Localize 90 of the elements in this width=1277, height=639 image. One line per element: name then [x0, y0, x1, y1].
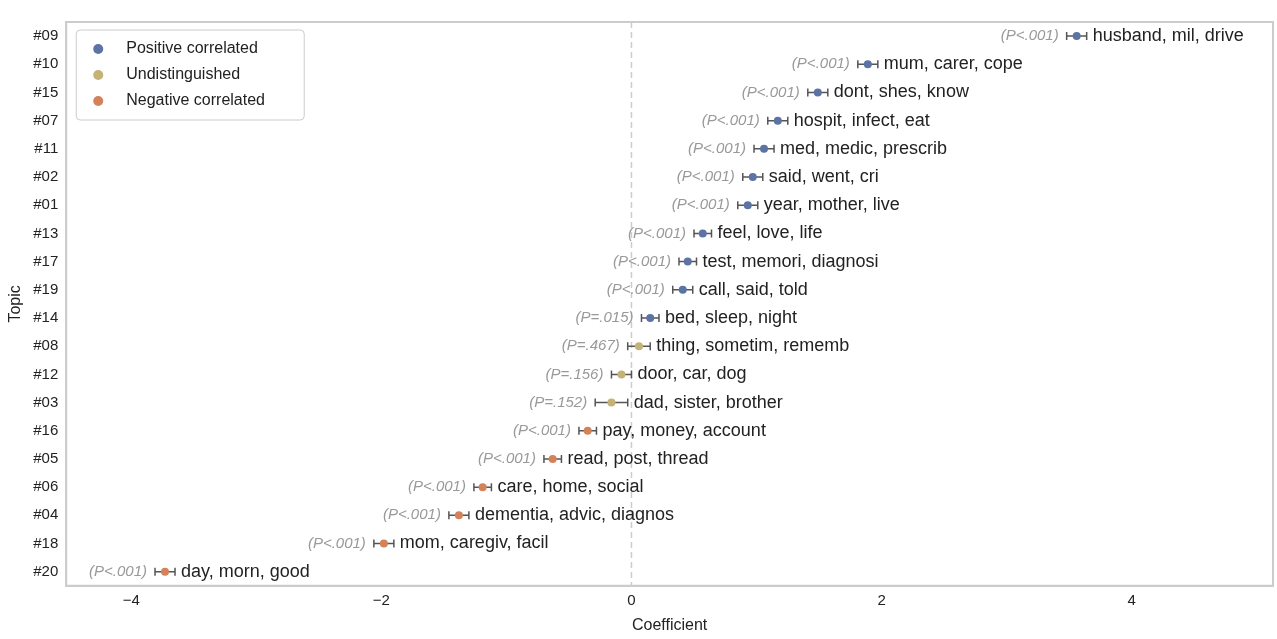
annotation: (P<.001) — [382, 505, 441, 523]
legend-label: Positive correlated — [126, 39, 258, 57]
y-tick-label: #15 — [33, 82, 59, 100]
annotation: (P<.001) — [671, 195, 730, 213]
x-axis-title: Coefficient — [631, 615, 708, 633]
point — [863, 60, 872, 69]
y-tick-label: #19 — [33, 279, 59, 297]
x-tick-label: 4 — [1127, 590, 1136, 608]
y-tick-label: #03 — [33, 392, 59, 410]
annotation: (P<.001) — [307, 533, 366, 551]
annotation: (P=.152) — [529, 392, 588, 410]
annotation: bed, sleep, night — [664, 306, 798, 327]
point — [1072, 32, 1081, 41]
point — [743, 201, 752, 210]
point — [634, 342, 643, 351]
annotation: (P<.001) — [407, 477, 466, 495]
y-tick-label: #14 — [33, 308, 59, 326]
point — [161, 567, 170, 576]
annotation: (P<.001) — [89, 561, 148, 579]
annotation: said, went, cri — [768, 166, 879, 187]
annotation: year, mother, live — [763, 194, 900, 215]
point — [548, 454, 557, 463]
point — [379, 539, 388, 548]
point — [698, 229, 707, 238]
annotation: (P<.001) — [676, 167, 735, 185]
annotation: dementia, advic, diagnos — [474, 504, 675, 525]
x-tick-label: 0 — [627, 590, 636, 608]
annotation: (P<.001) — [791, 54, 850, 72]
annotation: mom, caregiv, facil — [399, 532, 549, 553]
point — [607, 398, 616, 407]
y-tick-label: #16 — [33, 420, 59, 438]
annotation: husband, mil, drive — [1092, 25, 1244, 46]
annotation: pay, money, account — [602, 419, 766, 440]
y-axis-title: Topic — [6, 285, 24, 323]
point — [748, 173, 757, 182]
annotation: care, home, social — [497, 476, 644, 497]
y-tick-label: #09 — [33, 26, 59, 44]
y-tick-label: #02 — [33, 167, 59, 185]
annotation: test, memori, diagnosi — [702, 250, 879, 271]
annotation: thing, sometim, rememb — [656, 335, 850, 356]
annotation: (P=.156) — [545, 364, 604, 382]
annotation: hospit, infect, eat — [793, 109, 930, 130]
annotation: (P<.001) — [477, 449, 536, 467]
point — [583, 426, 592, 435]
annotation: (P<.001) — [613, 251, 671, 269]
annotation: (P<.001) — [606, 279, 665, 297]
point — [683, 257, 692, 266]
point — [478, 483, 487, 492]
y-tick-label: #08 — [33, 336, 59, 354]
annotation: (P<.001) — [628, 223, 686, 241]
point — [678, 285, 687, 294]
legend-label: Negative correlated — [126, 91, 265, 109]
point — [646, 314, 655, 322]
annotation: dont, shes, know — [833, 81, 970, 102]
point — [617, 370, 626, 379]
y-tick-label: #10 — [33, 54, 59, 72]
annotation: day, morn, good — [181, 560, 310, 581]
annotation: (P<.001) — [741, 82, 800, 100]
y-tick-label: #17 — [33, 251, 59, 269]
y-tick-label: #01 — [33, 195, 59, 213]
annotation: dad, sister, brother — [633, 391, 783, 412]
point — [760, 144, 769, 153]
legend-label: Undistinguished — [126, 65, 241, 83]
annotation: read, post, thread — [567, 447, 709, 468]
y-tick-label: #06 — [33, 477, 59, 495]
y-tick-label: #07 — [33, 110, 59, 128]
annotation: (P<.001) — [1000, 26, 1059, 44]
annotation: call, said, told — [698, 278, 808, 299]
x-tick-label: −2 — [372, 590, 390, 608]
x-tick-label: −4 — [122, 590, 140, 608]
point — [813, 88, 822, 97]
y-tick-label: #04 — [33, 505, 59, 523]
y-tick-label: #18 — [33, 533, 59, 551]
annotation: (P<.001) — [513, 420, 571, 438]
annotation: mum, carer, cope — [883, 53, 1023, 74]
annotation: (P=.015) — [575, 308, 634, 326]
point — [454, 511, 463, 520]
annotation: door, car, dog — [637, 363, 747, 384]
annotation: (P<.001) — [701, 110, 760, 128]
x-tick-label: 2 — [877, 590, 886, 608]
y-tick-label: #05 — [33, 449, 59, 467]
y-tick-label: #12 — [33, 364, 59, 382]
annotation: (P=.467) — [561, 336, 620, 354]
annotation: med, medic, prescrib — [780, 137, 948, 158]
y-tick-label: #20 — [33, 561, 59, 579]
y-tick-label: #11 — [34, 139, 59, 156]
annotation: feel, love, life — [717, 222, 823, 243]
y-tick-label: #13 — [33, 223, 59, 241]
annotation: (P<.001) — [688, 139, 747, 157]
point — [773, 116, 782, 125]
